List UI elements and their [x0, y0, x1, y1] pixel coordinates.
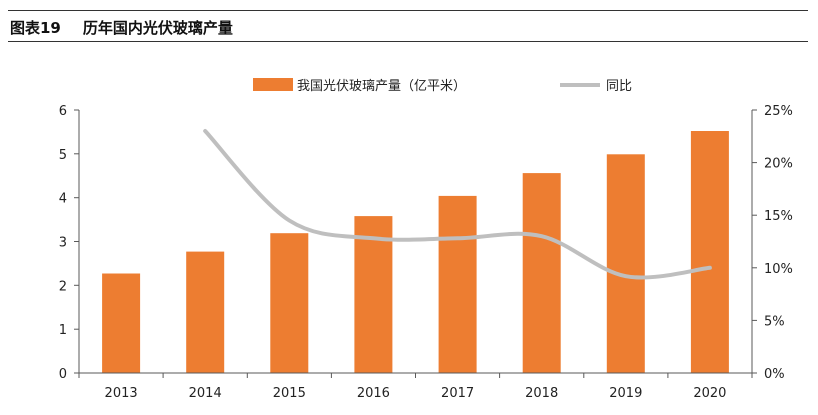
legend-bar-label: 我国光伏玻璃产量（亿平米） [297, 79, 466, 94]
right-tick-label: 10% [764, 262, 793, 277]
left-tick-label: 4 [59, 192, 67, 207]
x-tick-label-2016: 2016 [357, 386, 390, 401]
bar-2019 [606, 154, 645, 373]
left-tick-label: 1 [59, 323, 67, 338]
x-tick-label-2017: 2017 [441, 386, 474, 401]
bar-2015 [270, 233, 309, 373]
right-tick-label: 15% [764, 209, 793, 224]
axes: 2013 2014 2015 2016 2017 2018 2019 2020 0 1 2 3 4 5 6 0… [59, 104, 793, 401]
x-tick-label-2015: 2015 [273, 386, 306, 401]
left-tick-label: 5 [59, 148, 67, 163]
header-rule-top [8, 10, 808, 11]
line-series [203, 129, 712, 280]
x-tick-label-2014: 2014 [189, 386, 222, 401]
right-tick-label: 5% [764, 314, 785, 329]
bar-2016 [354, 216, 393, 373]
right-tick-label: 0% [764, 367, 785, 382]
bar-2018 [522, 173, 561, 373]
x-tick-label-2018: 2018 [525, 386, 558, 401]
right-tick-label: 25% [764, 104, 793, 119]
x-tick-label-2019: 2019 [609, 386, 642, 401]
right-tick-label: 20% [764, 157, 793, 172]
legend: 我国光伏玻璃产量（亿平米） 同比 [253, 78, 632, 94]
figure-title-text: 历年国内光伏玻璃产量 [82, 19, 233, 37]
bar-series [102, 131, 729, 373]
legend-bar-swatch [253, 78, 293, 91]
left-tick-label: 6 [59, 104, 67, 119]
bar-2014 [186, 251, 225, 373]
bar-2020 [690, 131, 729, 373]
left-tick-label: 0 [59, 367, 67, 382]
left-tick-label: 3 [59, 236, 67, 251]
figure-number: 图表19 [10, 19, 61, 37]
left-tick-label: 2 [59, 279, 67, 294]
legend-line-label: 同比 [606, 79, 632, 94]
x-tick-label-2020: 2020 [693, 386, 726, 401]
yoy-line [203, 129, 712, 280]
header-rule-bottom [8, 41, 808, 42]
bar-2013 [102, 273, 141, 373]
bar-2017 [438, 195, 477, 373]
x-tick-label-2013: 2013 [105, 386, 138, 401]
figure-title: 图表19 历年国内光伏玻璃产量 [10, 17, 233, 38]
